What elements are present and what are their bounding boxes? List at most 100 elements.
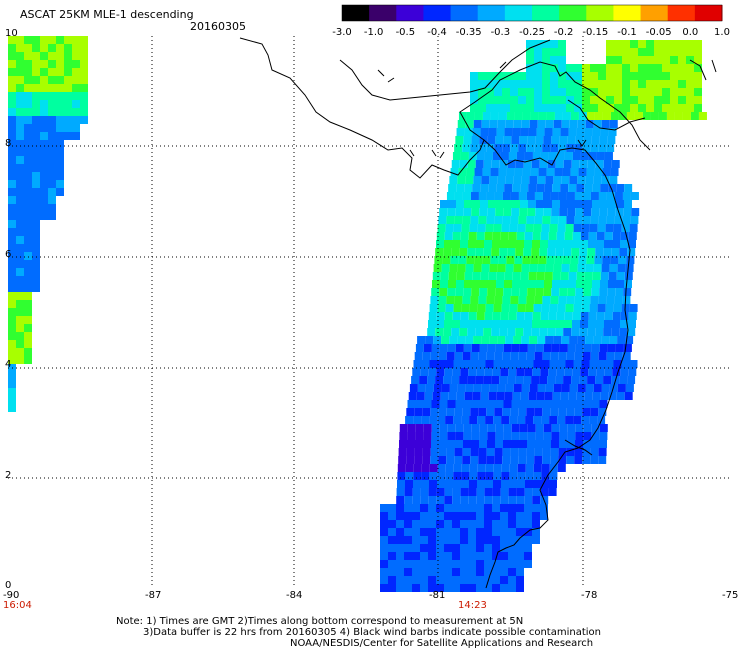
data-pixel (432, 272, 441, 280)
data-pixel (571, 376, 580, 384)
data-pixel (517, 480, 525, 488)
data-pixel (542, 88, 550, 96)
data-pixel (48, 180, 56, 188)
data-pixel (510, 104, 518, 112)
data-pixel (605, 360, 614, 368)
data-pixel (32, 76, 40, 84)
data-pixel (8, 380, 16, 388)
data-pixel (516, 544, 524, 552)
data-pixel (576, 272, 585, 280)
data-pixel (24, 44, 32, 52)
colorbar-swatch (450, 5, 479, 21)
data-pixel (678, 104, 686, 112)
data-pixel (32, 236, 40, 244)
data-pixel (546, 168, 555, 176)
data-pixel (8, 188, 16, 196)
data-pixel (445, 360, 454, 368)
data-pixel (388, 568, 396, 576)
data-pixel (582, 456, 591, 464)
data-pixel (566, 80, 574, 88)
data-pixel (519, 344, 528, 352)
data-pixel (446, 192, 455, 200)
data-pixel (567, 400, 576, 408)
data-pixel (32, 196, 40, 204)
data-pixel (388, 544, 396, 552)
data-pixel (442, 256, 451, 264)
data-pixel (581, 304, 590, 312)
data-pixel (533, 464, 542, 472)
data-pixel (686, 48, 694, 56)
data-pixel (24, 300, 32, 308)
data-pixel (8, 372, 16, 380)
data-pixel (519, 400, 528, 408)
data-pixel (404, 496, 413, 504)
data-pixel (522, 112, 531, 120)
data-pixel (422, 448, 431, 456)
data-pixel (398, 456, 407, 464)
data-pixel (686, 96, 694, 104)
data-pixel (72, 100, 80, 108)
data-pixel (453, 472, 462, 480)
data-pixel (631, 208, 640, 216)
x-tick-87w: -87 (145, 590, 162, 601)
data-pixel (501, 304, 510, 312)
data-pixel (554, 112, 563, 120)
colorbar-swatch (613, 5, 642, 21)
data-pixel (576, 392, 585, 400)
data-pixel (452, 576, 460, 584)
data-pixel (698, 112, 707, 120)
data-pixel (574, 408, 583, 416)
data-pixel (16, 284, 24, 292)
data-pixel (599, 288, 608, 296)
data-pixel (423, 344, 432, 352)
data-pixel (603, 376, 612, 384)
data-pixel (523, 248, 532, 256)
data-pixel (611, 160, 620, 168)
data-pixel (560, 184, 569, 192)
data-pixel (452, 496, 461, 504)
data-pixel (542, 48, 550, 56)
data-pixel (32, 84, 40, 92)
data-pixel (496, 128, 505, 136)
data-pixel (590, 96, 598, 104)
data-pixel (527, 440, 535, 448)
data-pixel (638, 104, 646, 112)
x-tick-90w: -90 (3, 590, 20, 601)
data-pixel (8, 164, 16, 172)
data-pixel (413, 416, 422, 424)
data-pixel (485, 416, 494, 424)
data-pixel (588, 240, 596, 248)
data-pixel (24, 108, 32, 116)
data-pixel (494, 408, 503, 416)
data-pixel (24, 292, 32, 300)
data-pixel (48, 124, 56, 132)
data-pixel (526, 216, 535, 224)
data-pixel (16, 148, 24, 156)
data-pixel (56, 60, 64, 68)
colorbar-tick-label: 1.0 (714, 27, 730, 38)
data-pixel (420, 504, 428, 512)
data-pixel (40, 124, 48, 132)
data-pixel (452, 520, 460, 528)
data-pixel (526, 80, 534, 88)
data-pixel (621, 360, 630, 368)
data-pixel (479, 424, 488, 432)
data-pixel (544, 200, 552, 208)
data-pixel (412, 496, 421, 504)
x-tick-75w: -75 (722, 590, 739, 601)
data-pixel (462, 456, 471, 464)
data-pixel (8, 292, 16, 300)
data-pixel (428, 528, 436, 536)
data-pixel (548, 152, 557, 160)
data-pixel (484, 312, 493, 320)
data-pixel (462, 144, 471, 152)
colorbar-tick-label: -3.0 (332, 27, 352, 38)
data-pixel (500, 520, 508, 528)
data-pixel (516, 232, 525, 240)
data-pixel (518, 352, 527, 360)
data-pixel (583, 424, 592, 432)
data-pixel (469, 304, 478, 312)
data-pixel (460, 504, 468, 512)
data-pixel (397, 472, 406, 480)
